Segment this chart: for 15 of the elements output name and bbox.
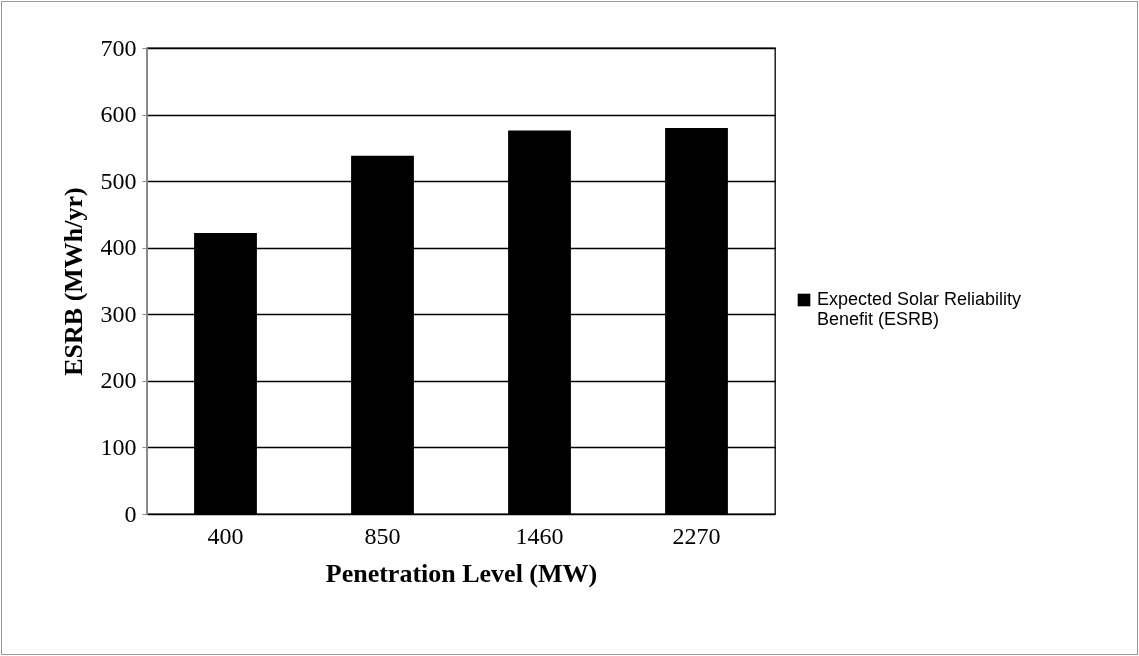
x-tick-label: 1460 bbox=[515, 522, 564, 549]
y-tick-label: 0 bbox=[124, 500, 137, 527]
legend-label: Expected Solar Reliability Benefit (ESRB) bbox=[817, 289, 1022, 329]
y-tick-label: 500 bbox=[100, 167, 137, 194]
x-axis-title: Penetration Level (MW) bbox=[325, 558, 598, 588]
y-axis-title: ESRB (MWh/yr) bbox=[58, 187, 88, 376]
x-tick-label: 850 bbox=[364, 522, 401, 549]
y-tick-label: 700 bbox=[100, 34, 137, 61]
y-tick-label: 300 bbox=[100, 300, 137, 327]
y-tick-label: 600 bbox=[100, 101, 137, 128]
y-tick-label: 100 bbox=[100, 433, 137, 460]
x-tick-label: 2270 bbox=[672, 522, 721, 549]
y-tick-label: 200 bbox=[100, 367, 137, 394]
x-tick-label: 400 bbox=[207, 522, 244, 549]
y-tick-label: 400 bbox=[100, 234, 137, 261]
